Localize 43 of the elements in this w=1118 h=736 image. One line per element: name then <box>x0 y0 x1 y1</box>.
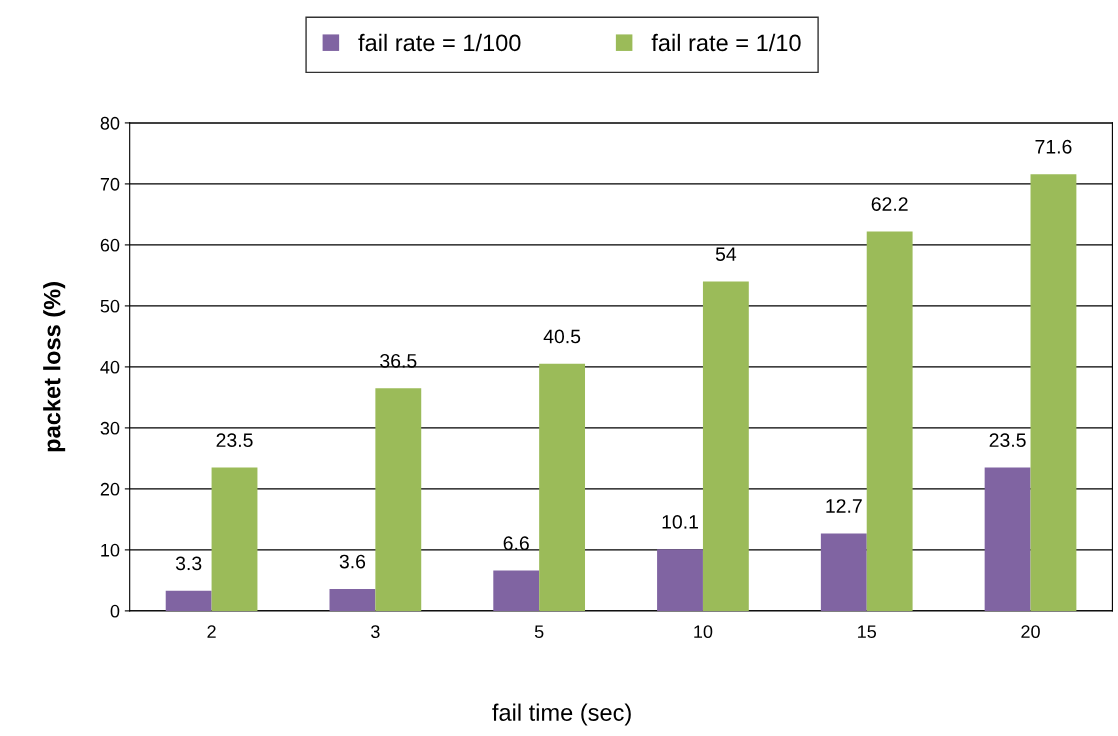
y-tick-label: 60 <box>100 238 120 252</box>
bar <box>329 588 376 611</box>
x-axis-title: fail time (sec) <box>492 703 631 726</box>
bar <box>984 467 1031 611</box>
data-label: 54 <box>715 247 737 261</box>
x-tick-label: 20 <box>1021 625 1040 639</box>
data-label: 12.7 <box>826 499 862 513</box>
y-tick-label: 20 <box>100 482 120 496</box>
data-label: 71.6 <box>1035 139 1072 154</box>
data-label: 62.2 <box>871 197 908 211</box>
bar <box>493 570 540 611</box>
bar <box>1030 174 1077 611</box>
y-tick-label: 70 <box>100 177 120 191</box>
y-axis-title: packet loss (%) <box>43 282 66 452</box>
x-tick-label: 5 <box>534 625 544 639</box>
y-tick-label: 10 <box>101 543 120 557</box>
y-tick-label: 30 <box>100 421 120 435</box>
bar <box>820 533 867 611</box>
x-tick-label: 15 <box>858 625 877 639</box>
bar <box>657 549 703 611</box>
data-label: 6.6 <box>503 536 529 551</box>
data-label: 3.6 <box>339 554 366 569</box>
data-label: 40.5 <box>543 329 581 344</box>
legend-label: fail rate = 1/100 <box>358 33 521 52</box>
data-label: 23.5 <box>216 433 253 448</box>
bar <box>539 363 586 611</box>
bar <box>165 590 212 611</box>
y-tick-label: 50 <box>100 299 120 313</box>
bar <box>866 231 913 611</box>
legend-label: fail rate = 1/10 <box>651 33 801 52</box>
data-label: 36.5 <box>380 353 417 368</box>
y-tick-label: 0 <box>110 604 120 618</box>
y-tick-label: 80 <box>100 116 120 130</box>
bar <box>375 388 422 611</box>
data-label: 3.3 <box>175 556 202 571</box>
data-label: 10.1 <box>662 514 698 529</box>
x-tick-label: 2 <box>207 625 216 638</box>
bar <box>702 281 749 611</box>
y-tick-label: 40 <box>100 360 120 374</box>
x-tick-label: 3 <box>371 625 380 639</box>
data-label: 23.5 <box>989 433 1026 448</box>
x-tick-label: 10 <box>694 625 713 639</box>
bar <box>211 467 258 611</box>
